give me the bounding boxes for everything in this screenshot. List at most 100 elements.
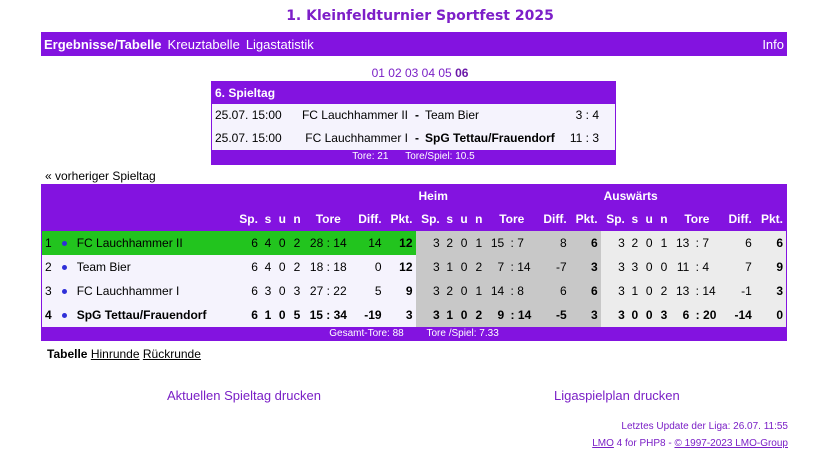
position: 1 (41, 230, 55, 255)
home-draws: 0 (456, 230, 472, 255)
matchday-goals-per-game: Tore/Spiel: 10.5 (405, 151, 475, 162)
home-wins: 2 (442, 230, 457, 255)
home-wins: 2 (442, 278, 457, 303)
print-schedule-link[interactable]: Ligaspielplan drucken (554, 388, 680, 403)
away-wins: 0 (627, 302, 642, 327)
tab-first-half[interactable]: Hinrunde (90, 347, 140, 361)
goal-diff: 5 (352, 278, 385, 303)
goals: 27 : 22 (304, 278, 353, 303)
away-wins: 1 (627, 278, 642, 303)
away-points: 0 (754, 302, 787, 327)
home-wins: 1 (442, 254, 457, 279)
away-col-losses: n (656, 207, 672, 231)
goals-per-game: Tore /Spiel: 7.33 (426, 327, 499, 339)
away-col-wins: s (627, 207, 642, 231)
home-goals-against: : 8 (504, 278, 538, 303)
round-link-01[interactable]: 01 (371, 66, 385, 80)
away-goal-diff: -14 (722, 302, 755, 327)
away-goals-for: 13 (671, 230, 690, 255)
away-goals-for: 13 (671, 278, 690, 303)
round-link-05[interactable]: 05 (438, 66, 452, 80)
goals-against: 34 (333, 307, 347, 322)
nav-info[interactable]: Info (762, 36, 784, 52)
away-goals-against-value: 7 (702, 235, 710, 250)
goals-against: 22 (333, 283, 347, 298)
away-losses: 1 (656, 230, 672, 255)
home-losses: 2 (471, 254, 487, 279)
losses: 2 (289, 254, 305, 279)
credits: LMO 4 for PHP8 - © 1997-2023 LMO-Group (592, 438, 788, 449)
wins: 4 (260, 254, 275, 279)
away-losses: 0 (656, 254, 672, 279)
team-col-header (41, 207, 234, 231)
match-separator: - (415, 131, 419, 145)
home-losses: 2 (471, 302, 487, 327)
nav-cross-table[interactable]: Kreuztabelle (167, 36, 240, 52)
home-losses: 1 (471, 230, 487, 255)
games: 6 (233, 254, 261, 279)
home-col-draws: u (456, 207, 472, 231)
team-dot-cell (54, 254, 74, 279)
goal-diff: 14 (352, 230, 385, 255)
nav-results-table[interactable]: Ergebnisse/Tabelle (44, 36, 162, 52)
home-draws: 0 (456, 254, 472, 279)
total-goals: Gesamt-Tore: 88 (329, 327, 404, 339)
home-goals-for: 15 (486, 230, 505, 255)
away-losses: 3 (656, 302, 672, 327)
matchday-title: 6. Spieltag (212, 82, 615, 104)
home-goal-diff: 6 (537, 278, 570, 303)
round-link-02[interactable]: 02 (388, 66, 402, 80)
match-home-team: FC Lauchhammer I (305, 131, 408, 145)
round-link-04[interactable]: 04 (421, 66, 436, 80)
home-games: 3 (415, 278, 443, 303)
group-header-row: Heim Auswärts (41, 184, 787, 208)
draws: 0 (274, 254, 290, 279)
home-wins: 1 (442, 302, 457, 327)
standings-summary: Gesamt-Tore: 88 Tore /Spiel: 7.33 (41, 326, 787, 341)
home-goals-against-value: 14 (517, 259, 531, 274)
away-losses: 2 (656, 278, 672, 303)
round-link-06-current[interactable]: 06 (455, 66, 469, 80)
version-text: 4 for PHP8 - (613, 438, 675, 449)
match-row: 25.07. 15:00 FC Lauchhammer I - SpG Tett… (212, 127, 615, 150)
nav-league-stats[interactable]: Ligastatistik (245, 36, 314, 52)
copyright-link[interactable]: © 1997-2023 LMO-Group (674, 438, 788, 449)
games: 6 (233, 230, 261, 255)
match-home-team: FC Lauchhammer II (301, 108, 408, 122)
match-datetime: 25.07. 15:00 (215, 131, 282, 145)
print-matchday-link[interactable]: Aktuellen Spieltag drucken (167, 388, 321, 403)
home-goals-for: 7 (486, 254, 505, 279)
tab-second-half[interactable]: Rückrunde (142, 347, 201, 361)
table-row: 1 FC Lauchhammer II 6 4 0 2 28 : 14 14 1… (41, 230, 787, 255)
home-draws: 0 (456, 302, 472, 327)
lmo-link[interactable]: LMO (592, 438, 614, 449)
goals: 28 : 14 (304, 230, 353, 255)
standings-summary-row: Gesamt-Tore: 88 Tore /Spiel: 7.33 (41, 326, 787, 341)
match-score: 3 : 4 (575, 108, 599, 122)
home-games: 3 (415, 230, 443, 255)
round-link-03[interactable]: 03 (404, 66, 419, 80)
previous-matchday-link[interactable]: « vorheriger Spieltag (45, 169, 156, 183)
away-games: 3 (600, 302, 628, 327)
wins: 1 (260, 302, 275, 327)
points: 12 (384, 254, 416, 279)
goals-against: 14 (333, 235, 347, 250)
table-row: 2 Team Bier 6 4 0 2 18 : 18 0 12 3 1 0 2… (41, 254, 787, 279)
team-marker-icon (61, 288, 67, 294)
home-points: 6 (569, 230, 601, 255)
team-marker-icon (61, 240, 67, 246)
goals-for: 15 (309, 307, 323, 322)
col-diff: Diff. (352, 207, 385, 231)
away-goals-against: : 14 (689, 278, 723, 303)
away-points: 9 (754, 254, 787, 279)
home-col-points: Pkt. (569, 207, 601, 231)
away-col-draws: u (641, 207, 657, 231)
team-dot-cell (54, 230, 74, 255)
home-goal-diff: 8 (537, 230, 570, 255)
goals: 15 : 34 (304, 302, 353, 327)
column-header-row: Sp. s u n Tore Diff. Pkt. Sp. s u n Tore… (41, 207, 787, 231)
matchday-summary: Tore: 21 Tore/Spiel: 10.5 (212, 150, 615, 164)
match-separator: - (415, 108, 419, 122)
away-goals-against: : 20 (689, 302, 723, 327)
games: 6 (233, 302, 261, 327)
